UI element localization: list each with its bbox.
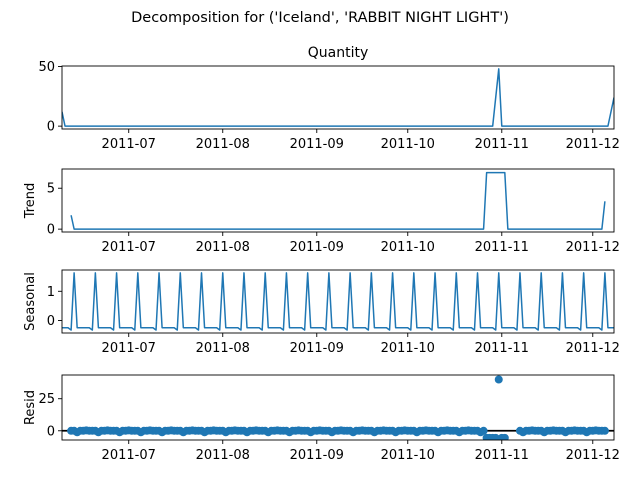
y-tick-label: 0 <box>47 424 55 439</box>
panel-3: 0 1 2011-07 2011-08 2011-09 2011-10 2011-11 201… <box>23 269 620 356</box>
x-tick-label: 2011-10 <box>381 341 435 356</box>
x-tick-label: 2011-07 <box>102 137 156 152</box>
x-tick-label: 2011-12 <box>566 448 620 463</box>
x-tick-label: 2011-08 <box>196 448 250 463</box>
x-tick-label: 2011-10 <box>381 240 435 255</box>
resid-point <box>479 426 488 435</box>
resid-point <box>494 375 503 384</box>
y-axis-label: Seasonal <box>23 272 38 331</box>
x-tick-label: 2011-12 <box>566 137 620 152</box>
y-tick-label: 0 <box>47 314 55 329</box>
x-tick-label: 2011-11 <box>475 448 529 463</box>
x-tick-label: 2011-08 <box>196 240 250 255</box>
plot-area <box>62 375 614 440</box>
seasonal-line <box>62 272 614 331</box>
plot-area <box>62 272 614 331</box>
panel-2: 0 5 2011-07 2011-08 2011-09 2011-10 2011-11 201… <box>23 168 620 255</box>
x-tick-label: 2011-12 <box>566 341 620 356</box>
x-tick-label: 2011-10 <box>381 137 435 152</box>
series-line <box>62 68 614 127</box>
y-tick-label: 0 <box>47 120 55 135</box>
plot-area <box>70 171 606 230</box>
panel-title: Quantity <box>308 45 369 61</box>
x-tick-label: 2011-10 <box>381 448 435 463</box>
x-tick-label: 2011-09 <box>290 341 344 356</box>
axes-frame <box>61 374 615 441</box>
x-tick-label: 2011-12 <box>566 240 620 255</box>
x-tick-label: 2011-09 <box>290 137 344 152</box>
y-tick-label: 5 <box>47 182 55 197</box>
x-tick-label: 2011-09 <box>290 448 344 463</box>
series-line <box>70 171 606 230</box>
y-tick-label: 50 <box>38 60 55 75</box>
x-tick-label: 2011-07 <box>102 240 156 255</box>
axes-frame <box>61 168 615 233</box>
y-tick-label: 0 <box>47 223 55 238</box>
panel-4: 0 25 2011-07 2011-08 2011-09 2011-10 2011-11 20… <box>23 374 620 463</box>
figure-title: Decomposition for ('Iceland', 'RABBIT NI… <box>131 10 509 26</box>
y-tick-label: 25 <box>38 392 55 407</box>
x-tick-label: 2011-07 <box>102 341 156 356</box>
x-tick-label: 2011-09 <box>290 240 344 255</box>
x-tick-label: 2011-08 <box>196 341 250 356</box>
plot-area <box>62 68 614 127</box>
resid-point <box>500 433 509 440</box>
resid-point <box>600 426 609 435</box>
x-tick-label: 2011-11 <box>475 240 529 255</box>
x-tick-label: 2011-11 <box>475 341 529 356</box>
y-axis-label: Trend <box>23 183 38 220</box>
axes-frame <box>61 65 615 130</box>
x-tick-label: 2011-07 <box>102 448 156 463</box>
x-tick-label: 2011-08 <box>196 137 250 152</box>
axes-frame <box>61 269 615 334</box>
y-tick-label: 1 <box>47 285 55 300</box>
y-axis-label: Resid <box>23 390 38 425</box>
resid-point <box>491 433 500 440</box>
panel-1: Quantity 0 50 2011-07 2011-08 2011-09 2011-10 2… <box>38 45 619 152</box>
x-tick-label: 2011-11 <box>475 137 529 152</box>
